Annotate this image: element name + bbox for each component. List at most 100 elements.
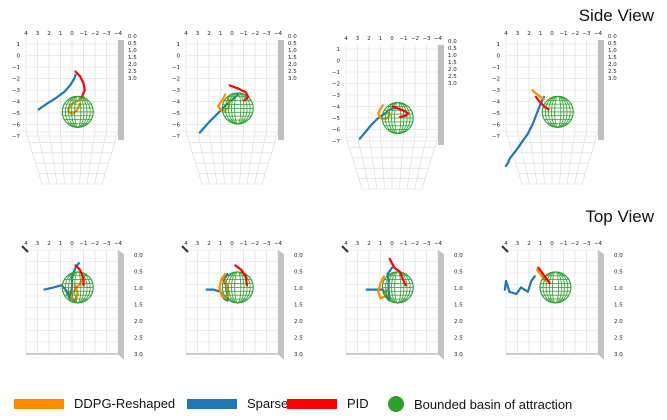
tick-label: −1	[399, 36, 407, 42]
sparse-trajectory	[504, 95, 546, 167]
tick-label: 0.5	[288, 41, 297, 47]
side-view-panel: 4 3 2 1 0 −1 −2 −3 −410−1−2−3−4−5−6−70.00.51.01.…	[12, 31, 137, 185]
tick-label: 2	[367, 241, 371, 247]
tick-label: 3	[356, 36, 360, 42]
tick-label: 2.5	[608, 69, 617, 75]
tick-label: 0	[70, 31, 74, 37]
pid-trajectory	[537, 266, 551, 285]
tick-label: 1	[379, 241, 383, 247]
tick-label: −3	[262, 31, 271, 37]
tick-label: −5	[492, 111, 501, 117]
tick-label: 0	[550, 31, 554, 37]
legend-label-pid: PID	[347, 396, 369, 411]
top-view-title: Top View	[585, 207, 654, 226]
tick-label: 0	[177, 54, 181, 60]
tick-label: 2	[207, 31, 211, 37]
tick-label: −1	[12, 65, 20, 71]
tick-label: 4	[344, 241, 348, 247]
tick-label: −4	[114, 241, 123, 247]
tick-label: 0	[230, 31, 234, 37]
tick-label: −4	[594, 241, 603, 247]
tick-label: 0.0	[614, 253, 623, 259]
tick-label: 2.0	[614, 319, 623, 325]
tick-label: 1.0	[614, 286, 623, 292]
tick-label: −1	[399, 241, 407, 247]
ddpg-trajectory	[531, 88, 546, 101]
tick-label: −2	[571, 31, 579, 37]
legend-item-pid: PID	[287, 396, 369, 411]
side-view-panel: 4 3 2 1 0 −1 −2 −3 −410−1−2−3−4−5−6−70.00.51.01.…	[332, 36, 457, 190]
tick-label: −7	[172, 134, 181, 140]
tick-label: 3.0	[288, 76, 297, 82]
grid-line	[94, 131, 107, 185]
axis-stub	[21, 245, 29, 253]
tick-label: 0	[390, 241, 394, 247]
tick-label: 0	[17, 54, 21, 60]
tick-label: −3	[332, 93, 341, 99]
tick-label: 1	[379, 36, 383, 42]
tick-label: 2.0	[454, 319, 463, 325]
sparse-trajectory	[37, 73, 77, 111]
tick-label: −4	[434, 36, 443, 42]
tick-label: 1	[177, 42, 181, 48]
grid-line	[208, 131, 218, 185]
tick-label: 4	[504, 31, 508, 37]
legend-label-sparse: Sparse	[247, 396, 289, 411]
grid-line	[101, 131, 119, 185]
pid-trajectory	[388, 257, 407, 287]
side-wall	[438, 45, 444, 145]
side-view-title: Side View	[578, 6, 654, 25]
tick-label: −7	[492, 134, 501, 140]
tick-label: −2	[571, 241, 579, 247]
legend-item-basin: Bounded basin of attraction	[388, 396, 572, 412]
ddpg-trajectory	[377, 104, 391, 121]
legend-label-basin: Bounded basin of attraction	[414, 396, 573, 412]
tick-label: −2	[251, 31, 259, 37]
tick-label: −3	[102, 241, 111, 247]
tick-label: 1.0	[454, 286, 463, 292]
legend-item-ddpg: DDPG-Reshaped	[14, 396, 175, 411]
top-view-panel: 4 3 2 1 0 −1 −2 −3 −4 0.0 0.5 1.0 1.5 2.0 2.5 3.0	[181, 241, 303, 360]
tick-label: 2.5	[134, 336, 143, 342]
grid-line	[220, 131, 225, 185]
side-view-panel: 4 3 2 1 0 −1 −2 −3 −410−1−2−3−4−5−6−70.00.51.01.…	[172, 31, 297, 185]
side-wall	[118, 40, 124, 140]
grid-line	[37, 131, 50, 185]
tick-label: −4	[114, 31, 123, 37]
grid-line	[368, 136, 378, 190]
tick-label: 0.0	[134, 253, 143, 259]
tick-label: −4	[12, 100, 21, 106]
tick-label: 3	[356, 241, 360, 247]
side-wall	[278, 40, 284, 140]
tick-label: 4	[184, 241, 188, 247]
sparse-trajectory	[43, 262, 80, 300]
side-wall	[278, 250, 284, 360]
legend-label-ddpg: DDPG-Reshaped	[74, 396, 176, 411]
tick-label: −7	[12, 134, 21, 140]
tick-label: −2	[251, 241, 259, 247]
basin-dot-icon	[388, 396, 404, 412]
tick-label: 2.0	[448, 67, 457, 73]
tick-label: 1	[497, 42, 501, 48]
tick-label: 0.0	[294, 253, 303, 259]
grid-line	[197, 131, 210, 185]
tick-label: 1	[337, 47, 341, 53]
tick-label: 2.5	[448, 74, 457, 80]
tick-label: 0.0	[288, 34, 297, 40]
axis-stub	[341, 245, 349, 253]
tick-label: 3	[516, 31, 520, 37]
tick-label: −2	[332, 82, 340, 88]
grid-line	[505, 131, 523, 185]
tick-label: −3	[102, 31, 111, 37]
tick-label: 3	[36, 241, 40, 247]
side-wall	[118, 250, 124, 360]
tick-label: 3.0	[608, 76, 617, 82]
tick-label: −2	[91, 31, 99, 37]
tick-label: 2.0	[294, 319, 303, 325]
top-view-panel: 4 3 2 1 0 −1 −2 −3 −4 0.0 0.5 1.0 1.5 2.0 2.5 3.0	[21, 241, 143, 360]
tick-label: 0.0	[128, 34, 137, 40]
pid-trajectory	[228, 84, 250, 102]
tick-label: 1.5	[614, 303, 623, 309]
tick-label: 2.5	[294, 336, 303, 342]
grid-line	[48, 131, 58, 185]
